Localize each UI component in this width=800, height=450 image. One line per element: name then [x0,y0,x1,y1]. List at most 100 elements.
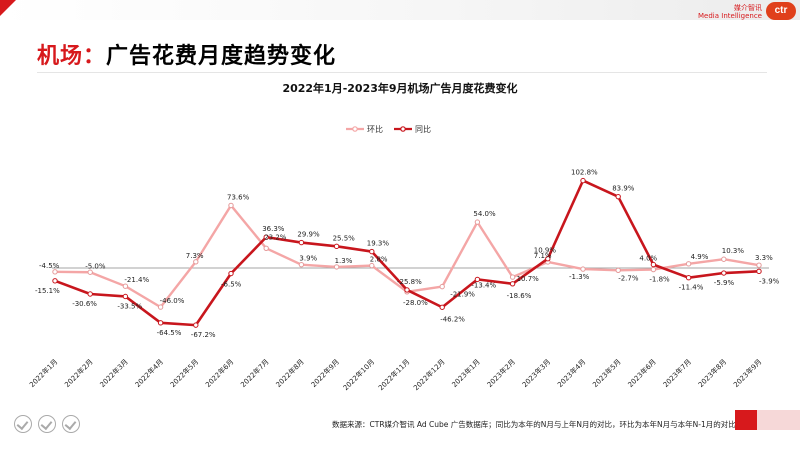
brand-cn: 媒介智讯 [734,4,762,12]
data-label: 7.1% [534,252,552,260]
data-label: -46.2% [440,315,465,323]
data-label: -21.9% [450,291,475,299]
certification-badge-icon [14,415,32,433]
x-tick-label: 2023年1月 [450,357,482,389]
data-point [650,261,657,268]
data-point [298,239,305,246]
data-point [756,268,762,275]
x-tick-label: 2022年7月 [239,357,271,389]
data-point [650,266,657,273]
data-label: 23.2% [264,233,287,241]
legend-marker-1 [352,126,358,132]
x-tick-label: 2023年2月 [485,357,517,389]
data-point [439,304,445,310]
data-point [580,266,586,272]
data-label: 10.7% [517,275,540,283]
data-point [615,193,621,200]
data-label: -2.7% [618,274,639,282]
data-label: -5.0% [85,262,106,270]
data-point [439,283,445,290]
data-label: -1.8% [649,276,670,284]
data-label: -13.4% [471,281,496,289]
x-tick-label: 2022年8月 [274,357,306,389]
data-point [685,274,692,281]
data-point [474,219,481,225]
data-label: 73.6% [227,193,250,201]
page-title: 机场：广告花费月度趋势变化 [37,38,336,70]
x-tick-label: 2023年8月 [696,357,728,389]
data-point [369,262,375,269]
data-label: 83.9% [612,185,635,193]
x-tick-label: 2023年6月 [626,357,658,389]
legend-label-2: 同比 [415,124,431,134]
footer-accent-red [735,410,757,430]
data-label: 10.9% [534,247,557,255]
data-point [509,281,516,287]
data-label: 2.8% [370,256,388,264]
data-label: 7.3% [186,252,204,260]
brand-en: Media Intelligence [698,12,762,20]
x-tick-label: 2023年9月 [731,357,763,389]
data-point [685,261,692,267]
data-point [404,287,410,293]
data-label: -4.5% [39,262,60,270]
data-point [157,304,164,310]
data-point [298,261,305,268]
data-label: 19.3% [367,240,390,248]
x-tick-label: 2022年10月 [341,357,376,392]
x-tick-label: 2022年6月 [203,357,235,389]
legend-label-1: 环比 [367,124,383,134]
data-label: -18.6% [507,292,532,300]
data-label: 29.9% [297,231,320,239]
data-label: 3.3% [755,254,773,262]
data-label: -67.2% [191,331,216,339]
data-point [474,276,481,283]
data-label: -11.4% [679,284,704,292]
data-point [87,269,93,275]
x-tick-label: 2022年1月 [27,357,59,389]
data-label: -33.5% [117,302,142,310]
data-point [580,177,586,184]
data-point [721,256,727,262]
data-point [122,293,129,300]
data-point [87,291,93,297]
data-point [122,283,129,289]
footer-accent-pink [757,410,800,430]
x-tick-label: 2022年11月 [376,357,411,392]
data-label: -46.0% [160,297,185,305]
x-tick-label: 2022年3月 [98,357,130,389]
data-point [615,267,621,273]
source-note: 数据来源：CTR媒介智讯 Ad Cube 广告数据库；同比为本年的N月与上年N月… [332,420,736,429]
data-label: -21.4% [124,276,149,284]
data-point [509,274,516,280]
data-point [157,320,164,326]
corner-accent [0,0,16,16]
data-point [228,270,234,277]
data-label: 10.3% [722,247,745,255]
x-tick-label: 2022年2月 [63,357,95,389]
data-point [263,234,269,240]
certification-badge-icon [62,415,80,433]
x-tick-label: 2022年9月 [309,357,341,389]
data-point [193,259,199,265]
x-tick-label: 2022年4月 [133,357,165,389]
chart-plot-area: -4.5% -5.0% -21.4% -46.0% 7.3% 73.6% 23.2% 3.9%… [35,169,780,340]
data-label: 36.3% [262,225,285,233]
data-label: -64.5% [157,329,182,337]
data-label: 4.9% [691,253,709,261]
data-label: -1.3% [569,273,590,281]
data-label: 4.0% [639,255,657,263]
data-point [333,243,340,250]
data-label: -30.6% [72,300,97,308]
brand-text: 媒介智讯 Media Intelligence [698,4,762,21]
top-header-band [0,0,800,20]
data-label: -5.9% [714,279,735,287]
certification-badges [14,415,86,437]
data-point [721,270,727,276]
data-label: 54.0% [473,210,496,218]
title-divider [37,72,767,73]
data-label: 3.9% [299,255,317,263]
page-title-main: 广告花费月度趋势变化 [106,44,337,69]
ctr-logo: ctr [766,2,796,20]
data-label: -15.1% [35,287,60,295]
